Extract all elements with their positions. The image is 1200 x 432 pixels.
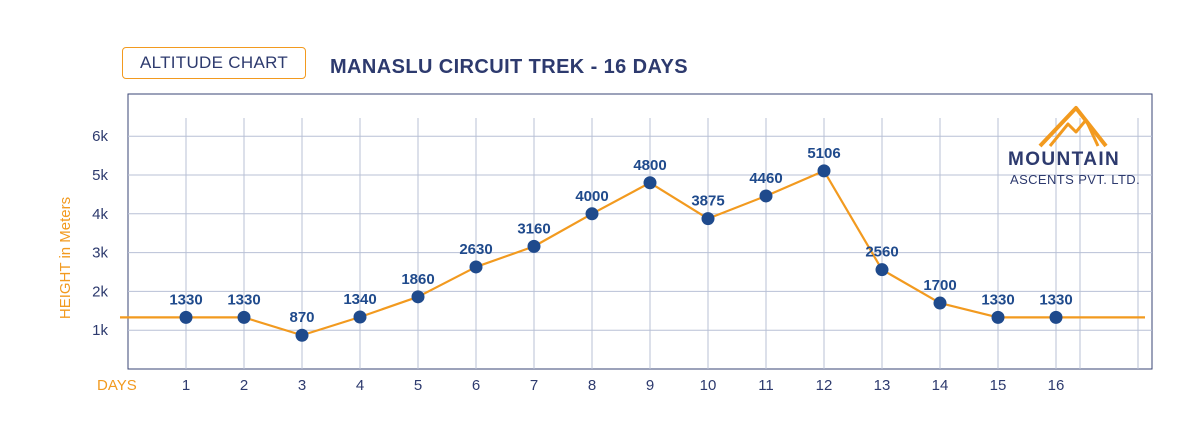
- data-label: 1330: [169, 291, 202, 308]
- x-tick-label: 5: [414, 377, 422, 394]
- y-tick-label: 4k: [92, 206, 108, 223]
- data-point: [933, 296, 947, 310]
- data-label: 2560: [865, 244, 898, 261]
- data-label: 1860: [401, 271, 434, 288]
- logo-wordmark: MOUNTAIN: [1008, 149, 1121, 170]
- data-label: 4000: [575, 188, 608, 205]
- altitude-series-line: [120, 169, 1145, 337]
- x-tick-label: 11: [758, 377, 774, 394]
- data-point: [179, 310, 193, 324]
- data-point: [1049, 310, 1063, 324]
- data-point: [643, 176, 657, 190]
- data-label: 1340: [343, 291, 376, 308]
- data-point: [295, 328, 309, 342]
- x-tick-label: 16: [1048, 377, 1065, 394]
- data-point: [527, 239, 541, 253]
- x-tick-label: 12: [816, 377, 833, 394]
- data-label: 4800: [633, 157, 666, 174]
- data-point: [353, 310, 367, 324]
- x-tick-label: 1: [182, 377, 190, 394]
- data-point: [585, 207, 599, 221]
- data-label: 1330: [1039, 291, 1072, 308]
- data-label: 1330: [981, 291, 1014, 308]
- y-tick-label: 1k: [92, 322, 108, 339]
- x-tick-label: 15: [990, 377, 1007, 394]
- data-point: [411, 290, 425, 304]
- x-tick-label: 8: [588, 377, 596, 394]
- data-label: 5106: [807, 145, 840, 162]
- x-tick-label: 14: [932, 377, 949, 394]
- data-label: 1700: [923, 277, 956, 294]
- plot-frame: [127, 93, 1153, 370]
- x-tick-label: 13: [874, 377, 891, 394]
- y-tick-label: 2k: [92, 283, 108, 300]
- x-tick-label: 7: [530, 377, 538, 394]
- x-tick-label: 3: [298, 377, 306, 394]
- y-tick-label: 5k: [92, 167, 108, 184]
- mountain-peaks-icon: [1038, 106, 1108, 148]
- logo-subtitle: ASCENTS PVT. LTD.: [1010, 172, 1141, 187]
- x-tick-label: 10: [700, 377, 717, 394]
- data-label: 1330: [227, 291, 260, 308]
- data-label: 2630: [459, 241, 492, 258]
- x-tick-label: 9: [646, 377, 654, 394]
- data-point: [759, 189, 773, 203]
- x-tick-label: 4: [356, 377, 364, 394]
- data-label: 870: [289, 309, 314, 326]
- x-tick-label: 2: [240, 377, 248, 394]
- data-label: 3875: [691, 193, 724, 210]
- y-tick-label: 6k: [92, 128, 108, 145]
- data-point: [991, 310, 1005, 324]
- data-point: [817, 164, 831, 178]
- data-point: [701, 212, 715, 226]
- data-point: [875, 263, 889, 277]
- y-axis-label: HEIGHT in Meters: [57, 197, 74, 319]
- y-tick-label: 3k: [92, 245, 108, 262]
- x-axis-label: DAYS: [97, 377, 137, 394]
- data-point: [237, 310, 251, 324]
- data-label: 3160: [517, 220, 550, 237]
- data-point: [469, 260, 483, 274]
- chart-title: MANASLU CIRCUIT TREK - 16 DAYS: [330, 56, 688, 78]
- x-tick-label: 6: [472, 377, 480, 394]
- altitude-chart-badge: ALTITUDE CHART: [122, 47, 306, 79]
- data-label: 4460: [749, 170, 782, 187]
